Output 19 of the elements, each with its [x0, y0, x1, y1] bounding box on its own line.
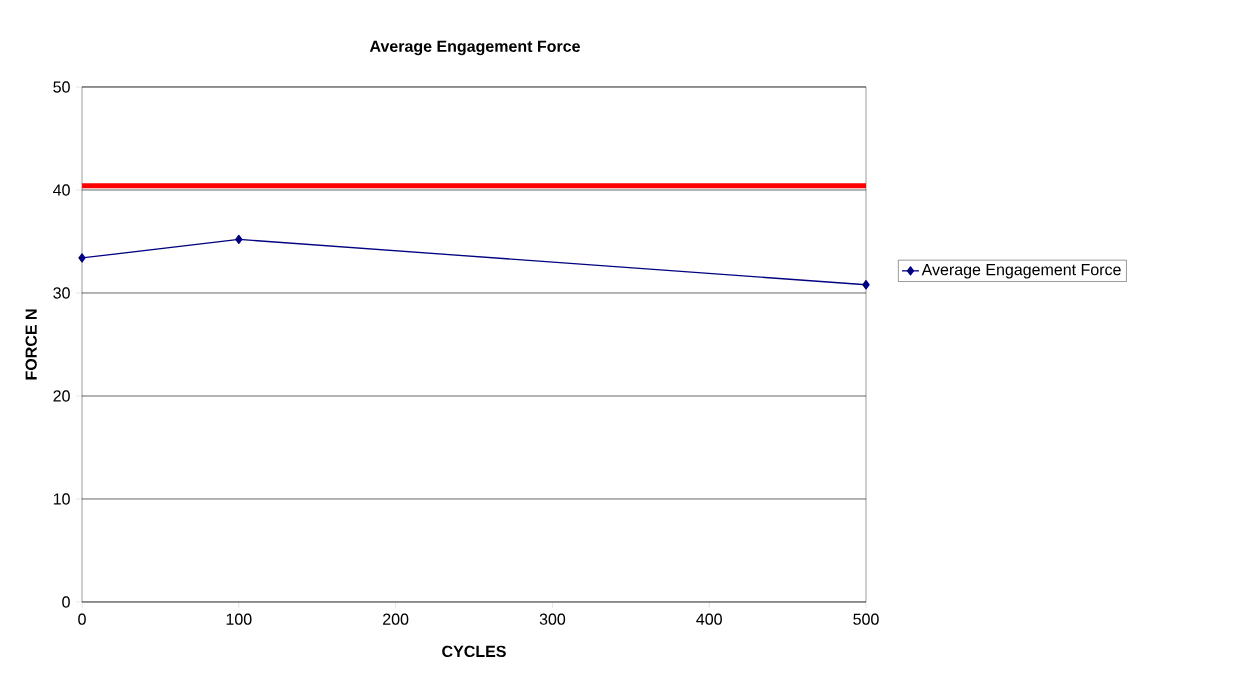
point [235, 234, 243, 245]
x-axis-title: CYCLES [442, 645, 506, 658]
y-tick-label: 40 [53, 184, 70, 196]
legend-label: Average Engagement Force [921, 264, 1121, 279]
y-axis-title: FORCE N [25, 309, 37, 380]
y-tick-label: 0 [62, 596, 70, 608]
y-tick-label: 10 [53, 493, 70, 505]
chart-title: Average Engagement Force [369, 40, 580, 56]
point [862, 280, 870, 290]
y-tick-label: 30 [53, 287, 70, 299]
x-tick-label: 200 [383, 613, 409, 625]
x-tick-label: 400 [696, 613, 722, 625]
x-tick-label: 100 [226, 613, 252, 625]
x-tick-label: 500 [853, 613, 879, 625]
y-tick-label: 20 [53, 390, 70, 402]
point [78, 253, 86, 263]
y-tick-label: 50 [53, 81, 70, 93]
x-tick-label: 0 [78, 613, 86, 625]
x-tick-label: 300 [539, 613, 566, 625]
